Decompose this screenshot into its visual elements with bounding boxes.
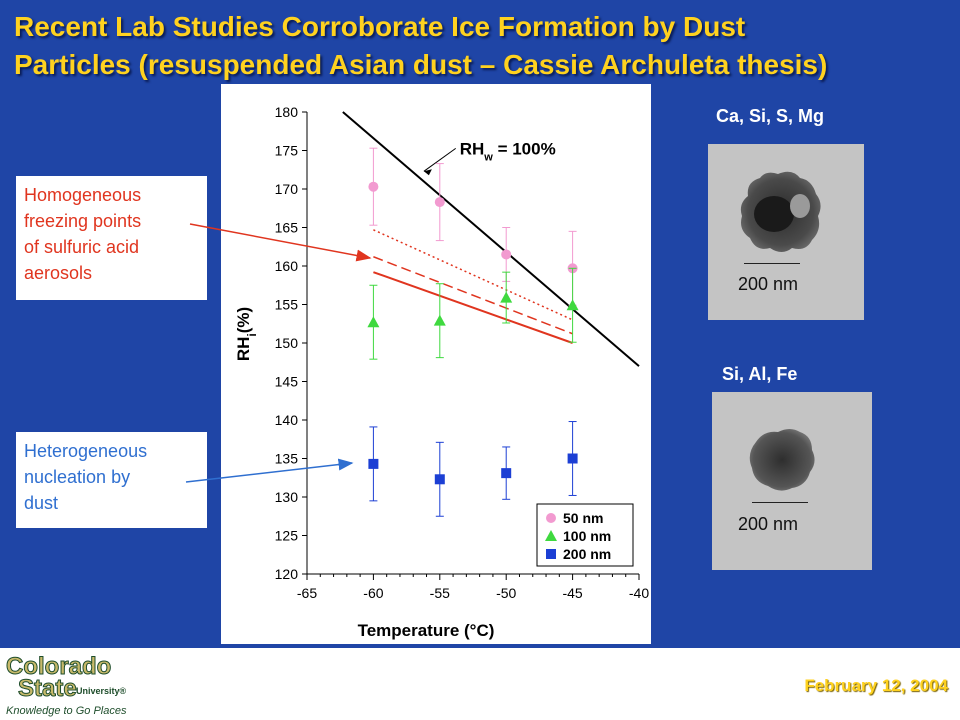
data-point (500, 271, 513, 324)
data-point (501, 446, 512, 500)
point-marker (545, 530, 557, 541)
data-point (433, 283, 446, 359)
x-tick-label: -65 (297, 585, 317, 601)
callout-line: Heterogeneous (24, 441, 148, 461)
rhw-annotation: RHw = 100% (460, 139, 556, 163)
particle-1-scale-label: 200 nm (738, 274, 799, 294)
footer-band (0, 648, 960, 720)
callout-line: dust (24, 493, 59, 513)
y-tick-label: 175 (275, 143, 299, 159)
callout-line: aerosols (24, 263, 93, 283)
y-tick-label: 155 (275, 297, 299, 313)
chart-points (367, 147, 579, 517)
point-marker (501, 468, 512, 479)
x-tick-label: -50 (496, 585, 516, 601)
data-point (434, 441, 445, 517)
callout-line: Homogeneous (24, 185, 142, 205)
y-tick-label: 150 (275, 335, 299, 351)
callout-line: freezing points (24, 211, 142, 231)
point-marker (434, 197, 445, 208)
x-tick-label: -45 (562, 585, 582, 601)
line-rhw-100- (342, 111, 640, 367)
logo-tagline: Knowledge to Go Places (6, 705, 127, 717)
line-homogeneous-dotted (373, 229, 573, 321)
y-tick-label: 160 (275, 258, 299, 274)
logo-line3: University® (76, 686, 127, 696)
rhw-pointer-line (423, 147, 457, 172)
point-marker (433, 314, 446, 326)
line-homogeneous-dashed (373, 256, 573, 335)
chart-legend: 50 nm 100 nm 200 nm (536, 503, 634, 567)
chart-axes: 120 125 130 135 140 145 150 155 160 165 170 175 180 -… (275, 104, 650, 601)
y-tick-label: 120 (275, 566, 299, 582)
particle-2-shape (749, 429, 815, 491)
y-tick-label: 180 (275, 104, 299, 120)
y-tick-label: 140 (275, 412, 299, 428)
chart-lines (342, 111, 640, 367)
data-point (434, 163, 445, 242)
particle-1-shape (740, 171, 821, 252)
logo-line2: State (18, 675, 77, 702)
y-tick-label: 165 (275, 220, 299, 236)
university-logo: Colorado State University® Knowledge to … (6, 653, 127, 718)
legend-label: 200 nm (563, 546, 611, 562)
slide-date: February 12, 2004 (804, 676, 948, 695)
y-axis-label: RHi(%) (234, 307, 259, 361)
y-tick-label: 170 (275, 181, 299, 197)
plot-panel: 120 125 130 135 140 145 150 155 160 165 170 175 180 -… (221, 84, 651, 644)
point-marker (367, 316, 380, 328)
x-tick-label: -60 (363, 585, 383, 601)
y-tick-label: 125 (275, 528, 299, 544)
data-point (567, 421, 578, 496)
x-tick-label: -40 (629, 585, 649, 601)
particle-2-micrograph (712, 392, 872, 570)
y-tick-label: 135 (275, 451, 299, 467)
rhw-pointer-head (423, 169, 432, 176)
particle-1-elements: Ca, Si, S, Mg (716, 106, 825, 126)
data-point (367, 284, 380, 360)
homogeneous-callout: Homogeneous freezing points of sulfuric … (16, 176, 207, 300)
heterogeneous-callout: Heterogeneous nucleation by dust (16, 432, 207, 528)
point-marker (546, 549, 556, 559)
point-marker (501, 249, 512, 260)
point-marker (500, 291, 513, 303)
point-marker (546, 513, 556, 523)
particle-1-scale-bar (744, 263, 800, 264)
slide-title: Recent Lab Studies Corroborate Ice Forma… (14, 8, 954, 84)
x-tick-label: -55 (430, 585, 450, 601)
callout-line: of sulfuric acid (24, 237, 140, 257)
point-marker (368, 181, 379, 192)
data-point (566, 267, 579, 343)
line-homogeneous-solid (373, 271, 573, 344)
particle-2-scale-bar (752, 502, 808, 503)
data-point (368, 147, 379, 226)
callout-line: nucleation by (24, 467, 131, 487)
ri-vs-temperature-chart: 120 125 130 135 140 145 150 155 160 165 170 175 180 -… (234, 104, 650, 640)
y-tick-label: 145 (275, 374, 299, 390)
point-marker (566, 299, 579, 311)
point-marker (368, 458, 379, 469)
particle-2-elements: Si, Al, Fe (722, 364, 798, 384)
logo-line1: Colorado (6, 653, 111, 680)
legend-label: 50 nm (563, 510, 603, 526)
slide-title-line1: Recent Lab Studies Corroborate Ice Forma… (14, 11, 746, 42)
slide-title-line2: Particles (resuspended Asian dust – Cass… (14, 49, 828, 80)
point-marker (434, 474, 445, 485)
legend-label: 100 nm (563, 528, 611, 544)
y-tick-label: 130 (275, 489, 299, 505)
particle-2-scale-label: 200 nm (738, 514, 799, 534)
point-marker (567, 453, 578, 464)
particle-1-micrograph (708, 144, 864, 320)
x-axis-label: Temperature (°C) (358, 621, 495, 640)
data-point (368, 426, 379, 502)
